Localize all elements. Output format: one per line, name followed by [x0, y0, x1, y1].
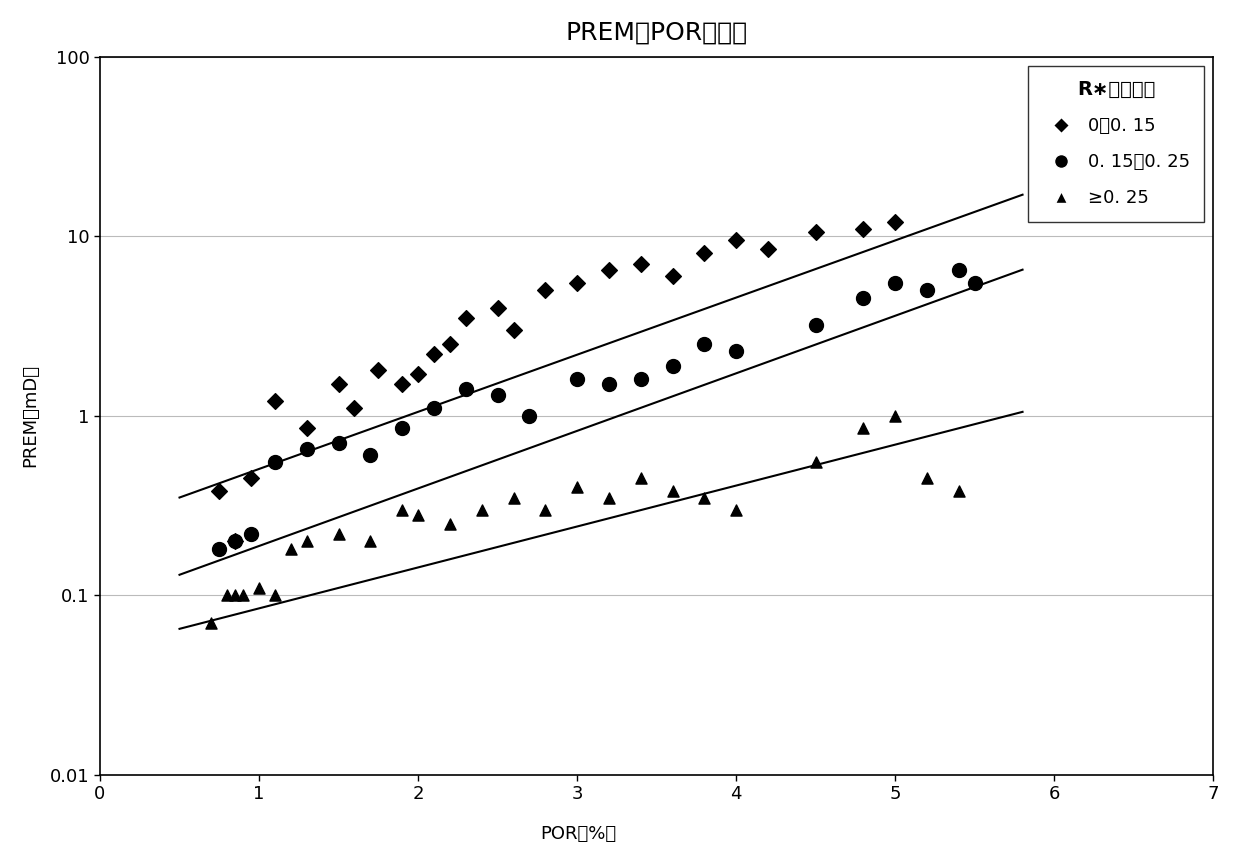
0～0. 15: [296, 421, 316, 435]
0～0. 15: [536, 283, 556, 297]
Legend: 0～0. 15, 0. 15～0. 25, ≥0. 25: 0～0. 15, 0. 15～0. 25, ≥0. 25: [1028, 65, 1204, 222]
0～0. 15: [853, 222, 873, 236]
0～0. 15: [456, 311, 476, 325]
≥0. 25: [662, 484, 682, 498]
0. 15～0. 25: [265, 456, 285, 470]
0. 15～0. 25: [806, 318, 826, 332]
0. 15～0. 25: [918, 283, 937, 297]
0～0. 15: [662, 269, 682, 283]
≥0. 25: [233, 588, 253, 602]
0～0. 15: [424, 347, 444, 361]
0～0. 15: [885, 215, 905, 229]
0. 15～0. 25: [487, 389, 507, 402]
0. 15～0. 25: [662, 359, 682, 372]
0. 15～0. 25: [885, 276, 905, 290]
0. 15～0. 25: [241, 527, 260, 541]
0～0. 15: [727, 233, 746, 247]
≥0. 25: [361, 534, 381, 548]
≥0. 25: [408, 508, 428, 522]
0. 15～0. 25: [949, 263, 968, 277]
0～0. 15: [694, 247, 714, 261]
≥0. 25: [885, 408, 905, 422]
≥0. 25: [226, 588, 246, 602]
0. 15～0. 25: [727, 344, 746, 358]
0～0. 15: [368, 363, 388, 377]
0～0. 15: [440, 337, 460, 351]
0～0. 15: [392, 378, 412, 391]
≥0. 25: [265, 588, 285, 602]
0. 15～0. 25: [965, 276, 985, 290]
0. 15～0. 25: [567, 372, 587, 386]
0. 15～0. 25: [853, 292, 873, 305]
0～0. 15: [503, 323, 523, 337]
≥0. 25: [694, 491, 714, 505]
Y-axis label: PREM（mD）: PREM（mD）: [21, 364, 38, 467]
0～0. 15: [599, 263, 619, 277]
≥0. 25: [806, 456, 826, 470]
X-axis label: POR（%）: POR（%）: [541, 825, 616, 843]
≥0. 25: [727, 503, 746, 517]
0～0. 15: [329, 378, 348, 391]
≥0. 25: [201, 616, 221, 630]
≥0. 25: [281, 543, 301, 556]
≥0. 25: [503, 491, 523, 505]
0. 15～0. 25: [456, 383, 476, 396]
≥0. 25: [329, 527, 348, 541]
≥0. 25: [853, 421, 873, 435]
0. 15～0. 25: [520, 408, 539, 422]
0. 15～0. 25: [296, 442, 316, 456]
0～0. 15: [265, 395, 285, 408]
≥0. 25: [249, 580, 269, 594]
0. 15～0. 25: [361, 449, 381, 463]
≥0. 25: [440, 517, 460, 531]
≥0. 25: [949, 484, 968, 498]
0. 15～0. 25: [424, 402, 444, 415]
0. 15～0. 25: [392, 421, 412, 435]
0. 15～0. 25: [329, 437, 348, 451]
0. 15～0. 25: [599, 378, 619, 391]
0～0. 15: [241, 471, 260, 485]
≥0. 25: [392, 503, 412, 517]
≥0. 25: [217, 588, 237, 602]
≥0. 25: [918, 471, 937, 485]
0～0. 15: [631, 257, 651, 271]
≥0. 25: [536, 503, 556, 517]
0～0. 15: [345, 402, 365, 415]
≥0. 25: [296, 534, 316, 548]
0～0. 15: [487, 301, 507, 315]
0. 15～0. 25: [226, 534, 246, 548]
0～0. 15: [210, 484, 229, 498]
0～0. 15: [226, 534, 246, 548]
0. 15～0. 25: [210, 543, 229, 556]
0～0. 15: [758, 242, 777, 255]
0～0. 15: [806, 225, 826, 239]
≥0. 25: [471, 503, 491, 517]
≥0. 25: [567, 480, 587, 494]
0～0. 15: [567, 276, 587, 290]
Title: PREM与POR交会图: PREM与POR交会图: [565, 21, 748, 45]
≥0. 25: [599, 491, 619, 505]
0～0. 15: [408, 367, 428, 381]
0. 15～0. 25: [694, 337, 714, 351]
≥0. 25: [631, 471, 651, 485]
0. 15～0. 25: [631, 372, 651, 386]
